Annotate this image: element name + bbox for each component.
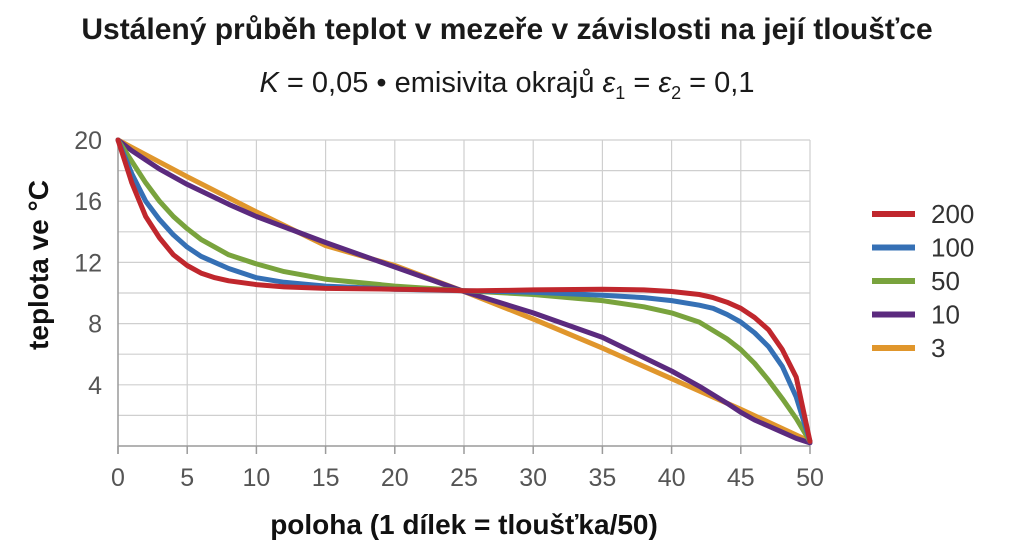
y-tick-label: 12 xyxy=(74,249,102,277)
x-tick-label: 0 xyxy=(111,464,125,492)
subtitle-k: K xyxy=(260,67,281,99)
tick-labels: 0 5 10 15 20 25 30 35 40 45 50 4 8 12 16 20 xyxy=(74,127,824,492)
legend-label-200: 200 xyxy=(931,199,974,229)
legend-label-10: 10 xyxy=(931,300,960,330)
subtitle-sub1: 1 xyxy=(615,83,625,103)
y-axis-label: teplota ve °C xyxy=(23,180,54,350)
series-lines xyxy=(115,137,813,446)
x-tick-label: 10 xyxy=(242,464,270,492)
legend-label-50: 50 xyxy=(931,266,960,296)
subtitle-eps2: ε xyxy=(658,67,672,99)
y-tick-label: 8 xyxy=(88,311,102,339)
x-tick-label: 50 xyxy=(796,464,824,492)
x-tick-label: 15 xyxy=(312,464,340,492)
legend-label-100: 100 xyxy=(931,233,974,263)
x-axis-label: poloha (1 dílek = tloušťka/50) xyxy=(270,509,658,540)
x-tick-label: 40 xyxy=(658,464,686,492)
x-tick-label: 35 xyxy=(588,464,616,492)
y-tick-label: 16 xyxy=(74,188,102,216)
legend-label-3: 3 xyxy=(931,333,945,363)
x-tick-label: 25 xyxy=(450,464,478,492)
subtitle-sub2: 2 xyxy=(671,83,681,103)
y-tick-label: 4 xyxy=(88,372,102,400)
subtitle-end: = 0,1 xyxy=(681,67,754,99)
chart-subtitle: K = 0,05 • emisivita okrajů ε1 = ε2 = 0,… xyxy=(260,67,755,103)
subtitle-eps1: ε xyxy=(603,67,617,99)
x-tick-label: 30 xyxy=(519,464,547,492)
series-line-10 xyxy=(115,137,813,446)
x-tick-label: 45 xyxy=(727,464,755,492)
x-tick-label: 5 xyxy=(180,464,194,492)
axes xyxy=(117,140,811,454)
x-tick-label: 20 xyxy=(381,464,409,492)
subtitle-eq: = xyxy=(625,67,658,99)
series-line-200 xyxy=(115,137,813,444)
y-tick-label: 20 xyxy=(74,127,102,155)
chart-title: Ustálený průběh teplot v mezeře v závisl… xyxy=(81,13,932,46)
subtitle-middle: = 0,05 • emisivita okrajů xyxy=(279,67,603,99)
